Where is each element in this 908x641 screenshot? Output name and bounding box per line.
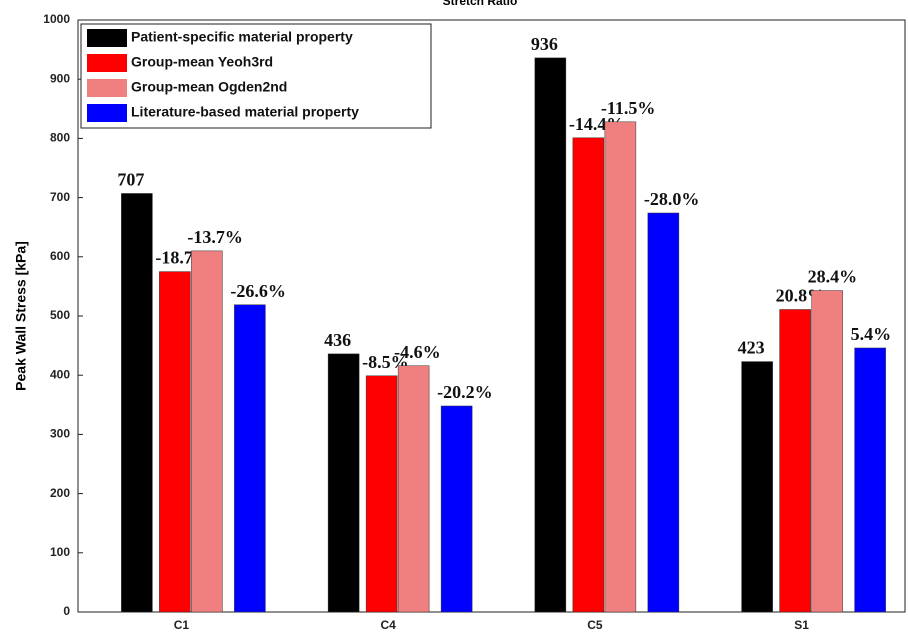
bar <box>397 365 430 613</box>
legend-label: Patient-specific material property <box>131 29 353 45</box>
bar <box>191 250 223 613</box>
legend-label: Group-mean Ogden2nd <box>131 79 287 95</box>
y-tick-label: 400 <box>50 367 70 381</box>
bar <box>121 193 153 613</box>
y-tick-label: 0 <box>63 604 70 618</box>
bar <box>741 361 773 613</box>
legend-swatch <box>87 54 127 72</box>
data-label: -26.6% <box>230 281 286 301</box>
data-label: -11.5% <box>601 98 656 118</box>
data-label: 936 <box>531 34 558 54</box>
plot-frame <box>77 19 906 613</box>
bar <box>234 304 266 613</box>
y-tick-label: 600 <box>50 249 70 263</box>
y-axis-label: Peak Wall Stress [kPa] <box>13 241 29 391</box>
data-label: 436 <box>324 330 351 350</box>
bar <box>854 347 886 613</box>
legend-box <box>80 23 432 129</box>
bar <box>365 375 398 613</box>
bar <box>327 353 360 613</box>
data-label: 423 <box>738 338 765 358</box>
x-tick-label: C5 <box>587 618 603 632</box>
chart-title: Stretch Ratio <box>443 0 518 8</box>
data-label: 707 <box>117 170 144 190</box>
data-label: -28.0% <box>644 189 700 209</box>
y-tick-label: 500 <box>50 308 70 322</box>
y-tick-label: 700 <box>50 190 70 204</box>
data-label: -13.7% <box>187 227 243 247</box>
x-tick-label: C1 <box>174 618 190 632</box>
bar <box>811 290 843 613</box>
legend-swatch <box>87 79 127 97</box>
data-label: -4.6% <box>394 342 441 362</box>
legend-swatch <box>87 104 127 122</box>
bar <box>779 309 811 613</box>
x-tick-label: S1 <box>794 618 809 632</box>
data-label: 5.4% <box>851 324 892 344</box>
data-label: -20.2% <box>437 382 493 402</box>
bar <box>647 212 680 613</box>
data-label: -8.5% <box>362 352 409 372</box>
legend-swatch <box>87 29 127 47</box>
bar <box>159 271 191 613</box>
bar <box>440 405 473 613</box>
legend-label: Group-mean Yeoh3rd <box>131 54 273 70</box>
bar <box>604 121 637 613</box>
bar <box>534 57 567 613</box>
y-tick-label: 300 <box>50 427 70 441</box>
bar <box>572 137 605 613</box>
y-tick-label: 1000 <box>43 12 70 26</box>
x-tick-label: C4 <box>380 618 396 632</box>
y-tick-label: 200 <box>50 486 70 500</box>
y-tick-label: 900 <box>50 71 70 85</box>
y-tick-label: 800 <box>50 131 70 145</box>
data-label: 28.4% <box>808 267 858 287</box>
legend-label: Literature-based material property <box>131 104 359 120</box>
y-tick-label: 100 <box>50 545 70 559</box>
